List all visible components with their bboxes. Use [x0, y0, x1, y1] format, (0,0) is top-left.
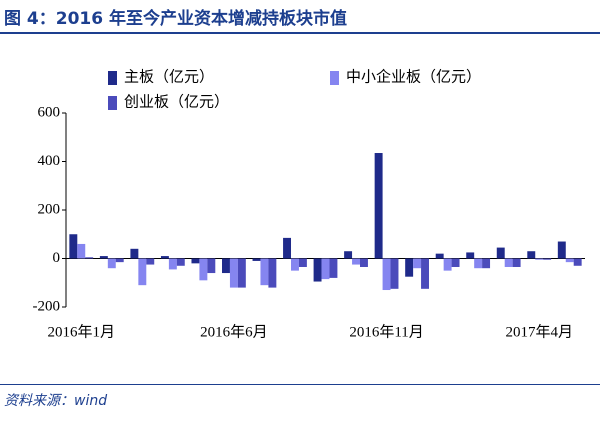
legend-swatch — [108, 71, 117, 85]
legend-label: 中小企业板（亿元） — [346, 67, 481, 85]
divider — [0, 32, 600, 34]
bar — [474, 258, 483, 269]
bar — [313, 258, 322, 282]
bar — [496, 247, 505, 259]
bar — [77, 243, 86, 259]
bar — [252, 258, 261, 261]
bar — [229, 258, 238, 288]
legend-label: 创业板（亿元） — [124, 92, 229, 110]
y-tick-label: 200 — [38, 201, 61, 217]
bar — [382, 258, 391, 291]
y-tick-label: 600 — [38, 104, 61, 120]
bar — [85, 257, 94, 259]
bar — [573, 258, 582, 266]
bar — [222, 258, 230, 274]
bar — [168, 258, 177, 270]
bar — [237, 258, 246, 288]
legend-swatch — [108, 96, 117, 110]
legend-swatch — [330, 71, 339, 85]
bar — [504, 258, 513, 267]
chart: -200 0 200 400 600 主板（亿元） 中小企业板（亿元） 创业板（亿元） 2016… — [33, 67, 585, 340]
x-tick-label: 2016年6月 — [200, 323, 268, 340]
bar — [352, 258, 360, 265]
y-tick-label: -200 — [33, 298, 61, 314]
bar — [435, 253, 444, 259]
bar — [138, 258, 147, 286]
bar — [374, 153, 383, 259]
bar — [557, 241, 566, 259]
bar — [283, 237, 292, 259]
bar — [260, 258, 269, 286]
bar — [291, 258, 299, 271]
y-tick-label: 400 — [38, 153, 61, 169]
bar — [199, 258, 208, 281]
bar — [344, 251, 353, 259]
bar — [99, 256, 108, 259]
bar — [191, 258, 200, 264]
bar — [405, 258, 414, 277]
source: 资料来源：wind — [4, 393, 108, 409]
bar — [512, 258, 521, 267]
bar — [421, 258, 429, 289]
divider — [0, 384, 600, 385]
bar — [527, 251, 536, 259]
bar — [359, 258, 368, 267]
bar — [268, 258, 277, 288]
legend-label: 主板（亿元） — [124, 67, 214, 85]
bar — [176, 258, 185, 266]
bar — [115, 258, 124, 263]
bar — [298, 258, 307, 267]
x-tick-label: 2016年11月 — [349, 323, 423, 340]
bar — [146, 258, 155, 265]
bar — [451, 258, 460, 267]
bar — [413, 258, 422, 269]
bar — [207, 258, 216, 274]
bar — [321, 258, 330, 280]
y-tick-label: 0 — [53, 250, 61, 266]
bar — [130, 248, 139, 259]
title: 图 4：2016 年至今产业资本增减持板块市值 — [4, 9, 347, 29]
bar — [535, 258, 544, 260]
bar — [107, 258, 116, 269]
x-tick-label: 2016年1月 — [48, 323, 116, 340]
bar — [482, 258, 491, 269]
bar — [390, 258, 399, 289]
x-tick-label: 2017年4月 — [505, 323, 573, 340]
bar — [466, 252, 475, 259]
bar — [543, 258, 552, 260]
bar — [565, 258, 574, 263]
bar — [443, 258, 452, 271]
bar — [329, 258, 338, 278]
bar — [160, 256, 169, 259]
bar — [69, 234, 78, 259]
